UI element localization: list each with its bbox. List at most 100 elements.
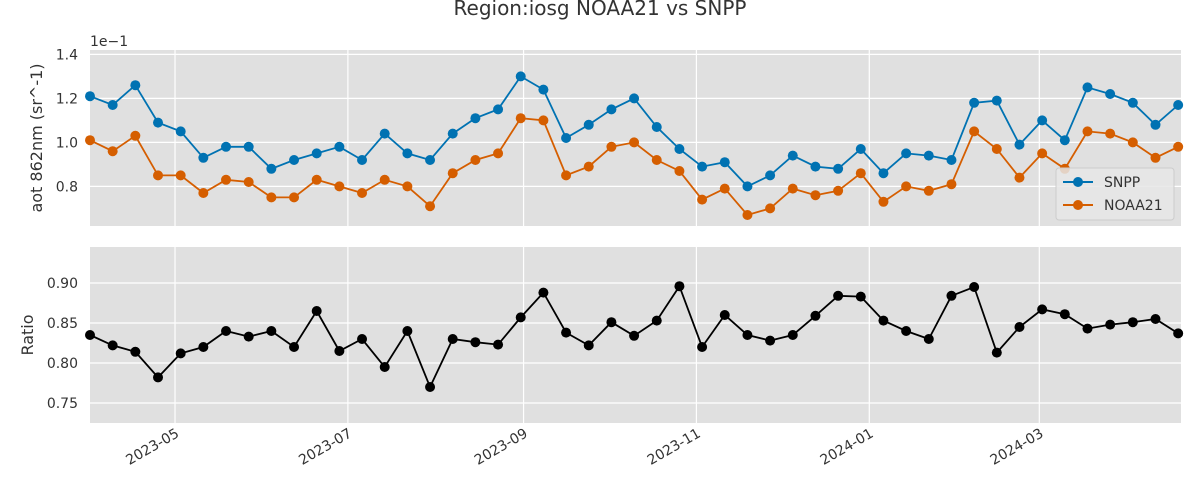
noaa21-point — [538, 115, 549, 126]
noaa21-point — [991, 144, 1002, 154]
snpp-point — [266, 163, 277, 174]
snpp-point — [447, 128, 458, 139]
snpp-point — [923, 150, 934, 161]
noaa21-point — [651, 155, 662, 165]
bottom-y-tick-label: 0.90 — [47, 276, 78, 292]
legend: SNPP NOAA21 — [1055, 167, 1175, 221]
noaa21-point — [765, 203, 776, 214]
noaa21-point — [878, 196, 889, 207]
bottom-panel-grid — [90, 247, 1181, 423]
ratio-point — [153, 372, 164, 383]
snpp-point — [379, 128, 390, 139]
noaa21-point — [901, 181, 912, 192]
noaa21-point — [697, 194, 708, 205]
noaa21-point — [243, 177, 254, 187]
x-tick-label: 2023-09 — [472, 426, 531, 469]
bottom-y-tick-label: 0.75 — [47, 396, 78, 412]
noaa21-point — [1082, 126, 1093, 137]
ratio-point — [810, 310, 821, 321]
ratio-point — [85, 330, 95, 340]
snpp-point — [765, 170, 776, 181]
noaa21-point — [447, 168, 458, 179]
snpp-point — [901, 148, 912, 159]
ratio-point — [923, 334, 934, 344]
noaa21-point — [107, 146, 118, 157]
ratio-point — [1127, 317, 1138, 328]
snpp-point — [1059, 135, 1070, 146]
snpp-point — [1127, 97, 1138, 108]
noaa21-point — [85, 135, 95, 146]
noaa21-point — [1173, 141, 1184, 152]
noaa21-point — [311, 174, 322, 185]
bottom-y-tick-label: 0.80 — [47, 356, 78, 372]
noaa21-point — [629, 137, 640, 148]
noaa21-point — [742, 210, 753, 220]
snpp-point — [198, 152, 209, 163]
snpp-point — [311, 148, 322, 159]
ratio-point — [311, 306, 322, 316]
ratio-point — [334, 346, 345, 356]
noaa21-point — [334, 181, 345, 192]
ratio-point — [719, 310, 730, 320]
noaa21-point — [1127, 137, 1138, 148]
ratio-point — [969, 282, 980, 292]
snpp-point — [833, 163, 844, 174]
bottom-y-axis-label: Ratio — [18, 314, 37, 355]
ratio-point — [130, 346, 141, 357]
ratio-point — [991, 347, 1002, 358]
ratio-point — [606, 317, 617, 328]
x-tick-label: 2023-05 — [123, 426, 182, 469]
snpp-point — [221, 141, 232, 152]
snpp-point — [742, 181, 753, 192]
snpp-point — [855, 144, 866, 154]
ratio-point — [357, 334, 368, 344]
noaa21-point — [1150, 152, 1161, 163]
ratio-point — [674, 281, 685, 292]
snpp-point — [719, 157, 730, 168]
snpp-point — [583, 119, 594, 130]
ratio-point — [221, 326, 232, 336]
noaa21-point — [855, 168, 866, 179]
ratio-point — [651, 315, 662, 326]
ratio-point — [447, 334, 458, 344]
ratio-point — [561, 327, 572, 338]
noaa21-point — [946, 179, 957, 190]
snpp-point — [1082, 82, 1093, 93]
snpp-point — [334, 141, 345, 152]
bottom-panel-series — [85, 281, 1184, 392]
snpp-point — [651, 122, 662, 132]
ratio-point — [742, 330, 753, 340]
snpp-point — [85, 91, 95, 102]
snpp-point — [470, 113, 481, 124]
ratio-point — [878, 315, 889, 326]
noaa21-point — [833, 185, 844, 196]
noaa21-point — [470, 155, 481, 165]
ratio-point — [175, 348, 186, 359]
top-panel-series — [85, 71, 1184, 220]
noaa21-point — [1037, 148, 1048, 159]
bottom-panel-y-ticks: 0.75 0.80 0.85 0.90 — [47, 276, 78, 412]
noaa21-point — [674, 166, 685, 176]
top-y-tick-label: 1.4 — [56, 47, 78, 63]
ratio-point — [379, 362, 390, 372]
noaa21-point — [357, 188, 368, 198]
ratio-point — [946, 290, 957, 301]
snpp-point — [1150, 119, 1161, 130]
snpp-point — [787, 150, 798, 161]
noaa21-point — [1014, 172, 1025, 183]
ratio-point — [198, 342, 209, 352]
ratio-point — [629, 330, 640, 341]
ratio-point — [266, 326, 277, 336]
chart-title: Region:iosg NOAA21 vs SNPP — [454, 0, 747, 20]
snpp-point — [175, 126, 186, 137]
snpp-point — [1014, 139, 1025, 150]
snpp-point — [878, 168, 889, 179]
noaa21-point — [153, 170, 164, 181]
top-panel-y-ticks: 0.8 1.0 1.2 1.4 — [56, 47, 78, 195]
ratio-point — [1059, 309, 1070, 320]
snpp-point — [946, 155, 957, 165]
top-y-axis-label: aot 862nm (sr^-1) — [27, 63, 46, 212]
noaa21-point — [515, 113, 526, 124]
noaa21-point — [130, 130, 141, 141]
